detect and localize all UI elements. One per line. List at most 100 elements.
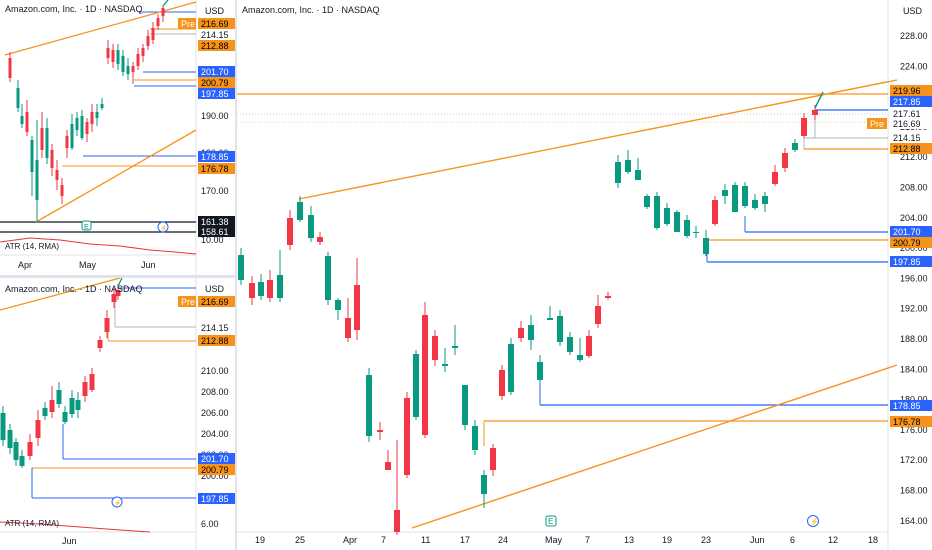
pre-market-tag: Pre [867,118,887,129]
candle [605,292,611,300]
candle-body [111,50,115,62]
candle-body [345,318,351,338]
candle [518,321,524,342]
candle-body [80,116,84,138]
atr-legend[interactable]: ATR (14, RMA) [5,242,60,251]
candle-body [161,8,165,16]
candle [146,30,150,50]
candle-body [812,110,818,115]
pre-market-tag-bg [867,118,887,129]
price-label-last-text: 217.85 [893,97,921,107]
chart-pane-top-left[interactable]: 190.00180.00170.0010.00AprMayJunE⚡216.69… [0,0,235,275]
candle-body [422,315,428,435]
candle [472,420,478,455]
earnings-icon[interactable] [81,220,92,231]
candle-body [156,18,160,26]
candle [703,230,709,256]
candle [75,112,79,136]
earnings-icon[interactable] [545,515,557,527]
price-tick-label: 208.00 [201,387,229,397]
candle [277,250,283,302]
candle [308,206,314,242]
candle [56,382,62,408]
candle [111,44,115,68]
candle [345,298,351,342]
pane-divider-horizontal[interactable] [0,275,235,278]
candle [615,155,621,188]
price-label-176-text: 176.78 [201,164,229,174]
price-label-212: 212.88 [198,40,235,51]
candle [0,406,6,446]
time-tick-label: Jun [62,536,77,546]
candle-body [442,364,448,366]
price-label-214-bg [890,132,932,143]
price-label-176-bg [198,163,235,174]
candle [106,40,110,64]
candle [693,226,699,238]
candle [13,438,19,466]
pane-divider-vertical[interactable] [235,0,237,550]
candle [413,350,419,420]
pre-market-tag-text: Pre [181,297,195,307]
candle-body [69,398,75,414]
candle-body [258,282,264,296]
price-label-200-text: 200.79 [201,78,229,88]
candle-body [586,336,592,356]
symbol-legend[interactable]: Amazon.com, Inc. · 1D · NASDAQ [242,5,380,15]
candle [354,258,360,340]
symbol-legend[interactable]: Amazon.com, Inc. · 1D · NASDAQ [5,284,143,294]
chart-pane-bottom-left[interactable]: 210.00208.00206.00204.00202.00200.006.00… [0,278,235,550]
candle-body [7,430,13,448]
price-tick-label: 210.00 [201,366,229,376]
price-chart-top-left[interactable]: 190.00180.00170.0010.00AprMayJunE⚡216.69… [0,0,235,275]
candle [70,114,74,150]
trendline-lower [411,364,898,529]
candle [772,165,778,186]
candle [752,194,758,210]
candle-body [277,275,283,298]
price-label-pre: 216.69 [198,296,235,307]
candle-body [27,442,33,456]
atr-legend[interactable]: ATR (14, RMA) [5,519,60,528]
price-label-212-bg [198,335,235,346]
candle [50,144,54,176]
dividend-bolt-icon[interactable] [111,496,123,508]
price-label-176-bg [890,416,932,427]
price-label-201-bg [198,66,235,77]
symbol-legend[interactable]: Amazon.com, Inc. · 1D · NASDAQ [5,4,143,14]
dividend-bolt-glyph: ⚡ [160,224,167,232]
price-label-197: 197.85 [890,256,932,267]
candle-body [19,456,25,466]
candle-body [742,186,748,206]
candle [249,276,255,305]
trendline-lower [35,129,197,223]
candle-body [308,215,314,238]
candle [547,306,553,320]
candle [85,118,89,142]
time-tick-label: 19 [662,535,672,545]
time-tick-label: May [545,535,563,545]
candle-body [712,200,718,224]
price-label-black2: 158.61 [198,226,235,237]
currency-label: USD [903,6,923,16]
dividend-bolt-icon[interactable] [807,515,819,527]
candle-body [50,150,54,168]
price-label-201-bg [890,226,932,237]
candle [528,315,534,350]
candle-body [654,196,660,228]
price-chart-main[interactable]: 228.00224.00220.00216.00212.00208.00204.… [237,0,932,550]
candle-body [111,294,117,302]
earnings-icon-letter: E [548,517,553,526]
candle [577,338,583,362]
candle [586,330,592,358]
price-chart-bottom-left[interactable]: 210.00208.00206.00204.00202.00200.006.00… [0,278,235,550]
pre-market-tag-bg [178,18,196,29]
price-label-176-text: 176.78 [893,417,921,427]
candle [95,104,99,126]
chart-pane-main[interactable]: 228.00224.00220.00216.00212.00208.00204.… [237,0,932,550]
candle-body [20,116,24,124]
candle [442,348,448,372]
price-tick-label: 170.00 [201,186,229,196]
dividend-bolt-icon[interactable] [157,221,169,233]
price-tick-label: 172.00 [900,455,928,465]
